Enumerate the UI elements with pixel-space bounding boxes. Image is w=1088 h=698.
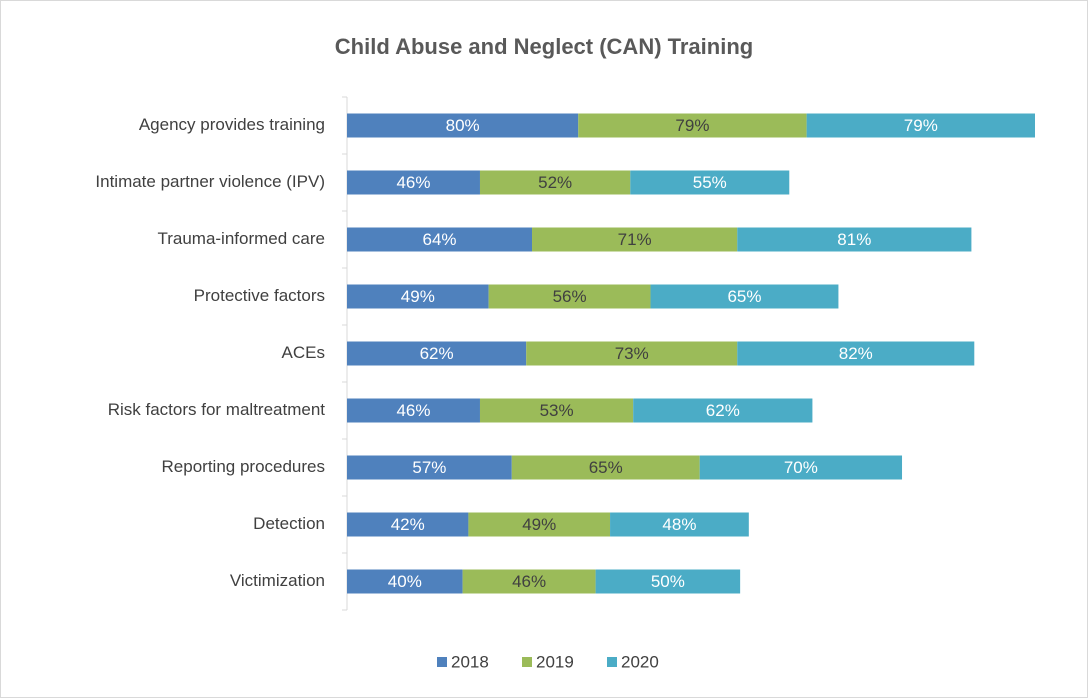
data-label: 65% (727, 287, 761, 306)
y-tick-label: Reporting procedures (162, 457, 325, 476)
y-tick-label: Intimate partner violence (IPV) (95, 172, 325, 191)
bar-segment (578, 113, 807, 138)
data-label: 46% (396, 173, 430, 192)
y-tick-label: Detection (253, 514, 325, 533)
data-label: 52% (538, 173, 572, 192)
bar-segment (347, 341, 527, 366)
data-label: 48% (662, 515, 696, 534)
data-label: 62% (706, 401, 740, 420)
data-label: 49% (522, 515, 556, 534)
data-label: 71% (618, 230, 652, 249)
bar-segment (526, 341, 738, 366)
bar-segment (347, 455, 512, 480)
legend-swatch (437, 657, 447, 667)
data-label: 49% (401, 287, 435, 306)
bar-segment (532, 227, 738, 252)
bar-segment (462, 569, 596, 594)
data-label: 56% (553, 287, 587, 306)
data-label: 62% (420, 344, 454, 363)
data-label: 55% (693, 173, 727, 192)
bar-segment (699, 455, 903, 480)
y-tick-label: Victimization (230, 571, 325, 590)
y-tick-label: Agency provides training (139, 115, 325, 134)
data-label: 65% (589, 458, 623, 477)
bar-segment (347, 113, 579, 138)
legend-label: 2019 (536, 652, 574, 671)
legend-swatch (522, 657, 532, 667)
data-label: 40% (388, 572, 422, 591)
bar-segment (479, 170, 631, 195)
chart-title: Child Abuse and Neglect (CAN) Training (335, 34, 753, 59)
legend-label: 2018 (451, 652, 489, 671)
bar-segment (737, 341, 975, 366)
bar-segment (347, 170, 480, 195)
bar-segment (347, 398, 480, 423)
bar-segment (488, 284, 651, 309)
data-label: 42% (391, 515, 425, 534)
y-tick-label: Trauma-informed care (157, 229, 325, 248)
bar-segment (610, 512, 749, 537)
bar-segment (595, 569, 741, 594)
bar-segment (650, 284, 839, 309)
bar-segment (633, 398, 813, 423)
data-label: 81% (837, 230, 871, 249)
data-label: 46% (512, 572, 546, 591)
y-tick-label: ACEs (282, 343, 325, 362)
data-label: 57% (412, 458, 446, 477)
bar-segment (630, 170, 790, 195)
data-label: 79% (904, 116, 938, 135)
bar-segment (347, 284, 489, 309)
bar-segment (806, 113, 1035, 138)
data-label: 64% (422, 230, 456, 249)
bar-segment (347, 569, 463, 594)
data-label: 50% (651, 572, 685, 591)
data-label: 82% (839, 344, 873, 363)
bar-segment (347, 227, 533, 252)
data-label: 46% (396, 401, 430, 420)
y-tick-label: Risk factors for maltreatment (108, 400, 326, 419)
data-label: 73% (615, 344, 649, 363)
data-label: 53% (540, 401, 574, 420)
bar-segment (737, 227, 972, 252)
bar-segment (347, 512, 469, 537)
bar-segment (511, 455, 700, 480)
legend-label: 2020 (621, 652, 659, 671)
data-label: 80% (446, 116, 480, 135)
bar-segment (468, 512, 611, 537)
data-label: 79% (675, 116, 709, 135)
data-label: 70% (784, 458, 818, 477)
bar-segment (479, 398, 634, 423)
y-tick-label: Protective factors (194, 286, 325, 305)
legend-swatch (607, 657, 617, 667)
